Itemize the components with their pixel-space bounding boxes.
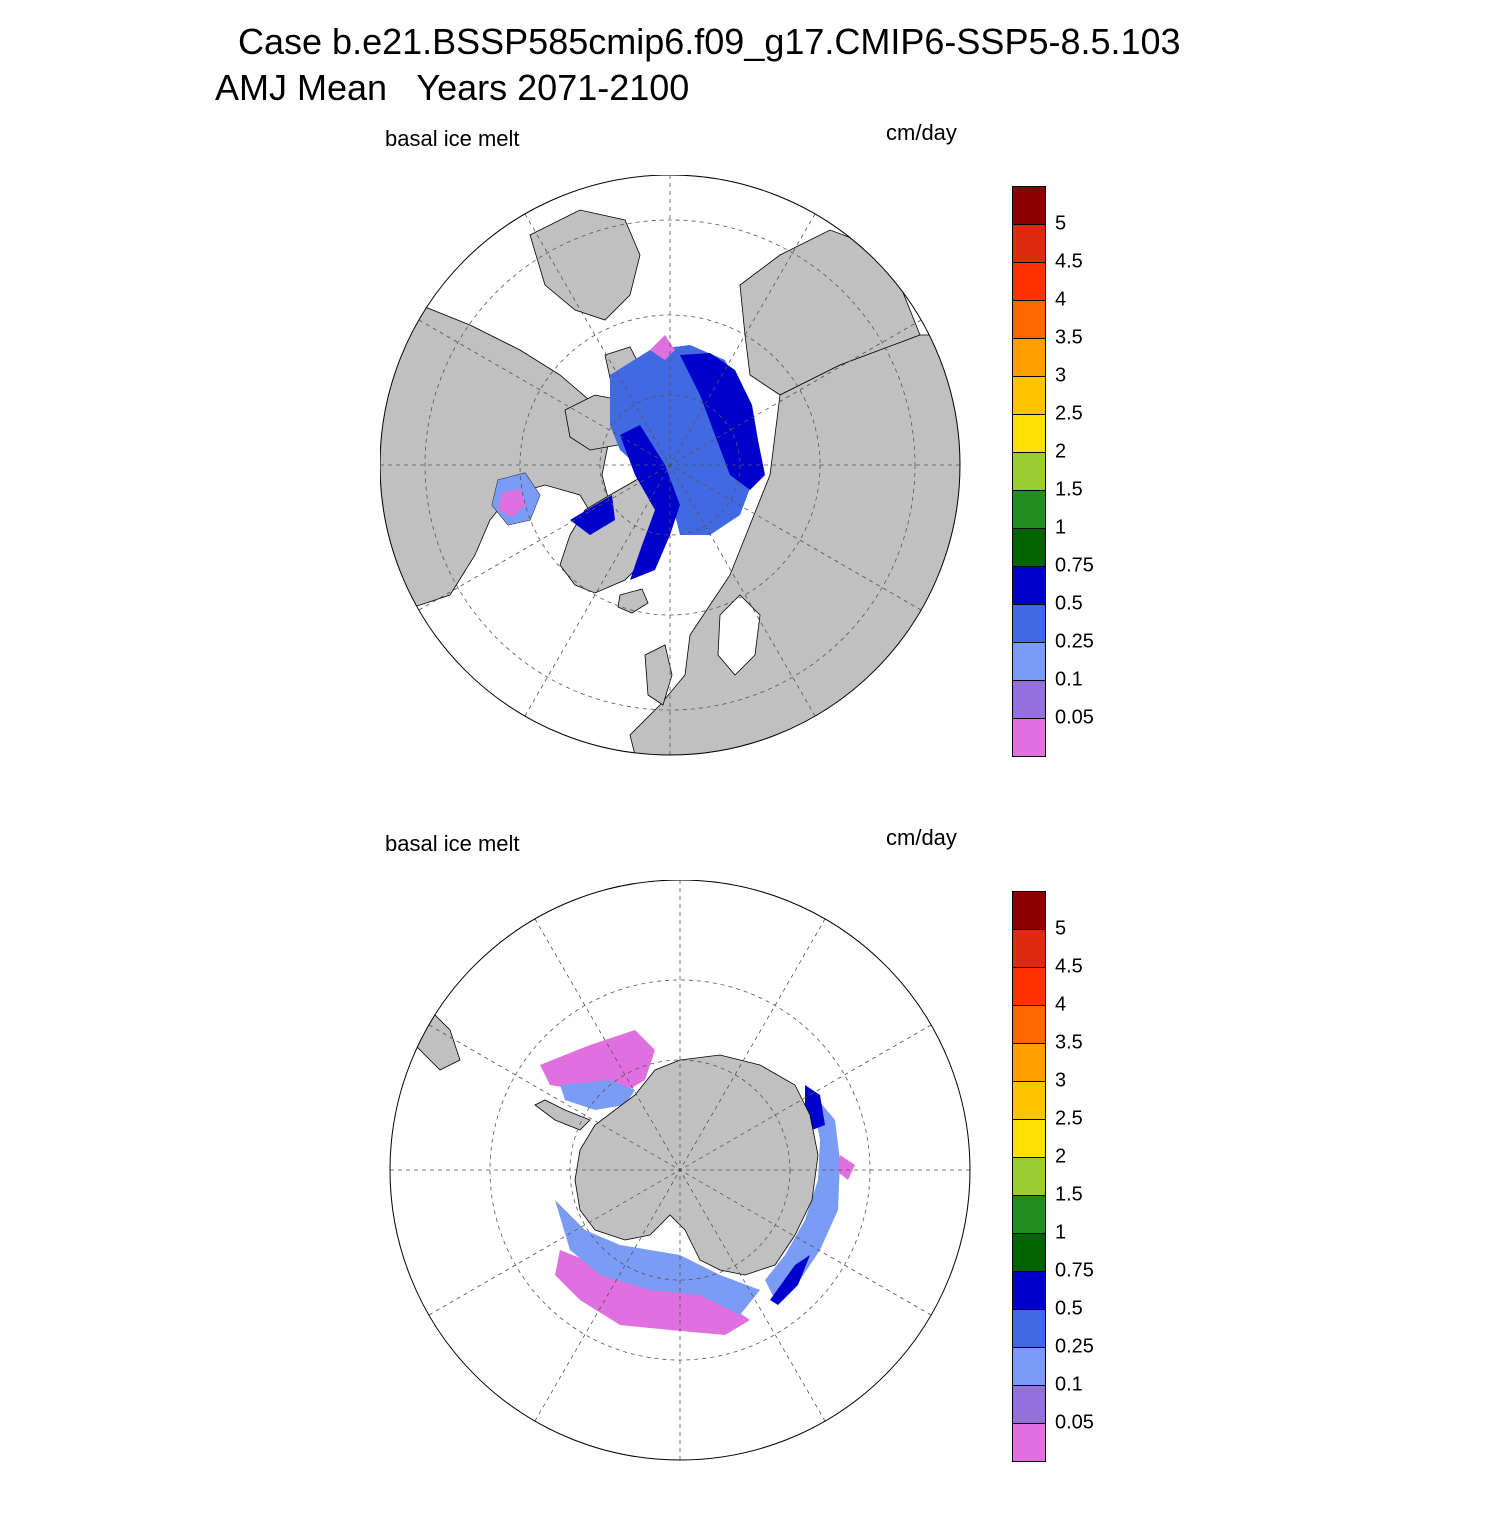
colorbar-tick-label: 0.1 bbox=[1055, 1373, 1083, 1396]
colorbar-swatch bbox=[1012, 1309, 1046, 1348]
melt-0.5-0.75-west bbox=[620, 425, 680, 580]
colorbar-tick-label: 2 bbox=[1055, 440, 1067, 463]
land-iceland bbox=[617, 588, 649, 614]
graticule bbox=[390, 880, 970, 1460]
colorbar-tick-label: 0.05 bbox=[1055, 706, 1094, 729]
colorbar-tick-label: 1 bbox=[1055, 516, 1067, 539]
melt-0.5-east bbox=[770, 1255, 810, 1305]
colorbar-swatch bbox=[1012, 338, 1046, 377]
map-boundary bbox=[389, 880, 971, 1461]
melt-0.05-weddell bbox=[540, 1030, 655, 1095]
figure-title: Case b.e21.BSSP585cmip6.f09_g17.CMIP6-SS… bbox=[238, 21, 1181, 62]
colorbar-tick-label: 0.25 bbox=[1055, 1335, 1094, 1358]
colorbar-tick-label: 0.25 bbox=[1055, 630, 1094, 653]
melt-0.5-0.75-baffin bbox=[570, 495, 615, 535]
colorbar-tick-label: 0.75 bbox=[1055, 1259, 1094, 1282]
colorbar-swatch bbox=[1012, 186, 1046, 225]
colorbar-swatch bbox=[1012, 452, 1046, 491]
colorbar-tick-label: 1.5 bbox=[1055, 1183, 1083, 1206]
variable-label: basal ice melt bbox=[385, 126, 520, 151]
colorbar-tick-label: 5 bbox=[1055, 212, 1067, 235]
colorbar-swatch bbox=[1012, 1271, 1046, 1310]
colorbar-tick-label: 0.5 bbox=[1055, 592, 1083, 615]
colorbar-swatch bbox=[1012, 967, 1046, 1006]
colorbar-tick-label: 2 bbox=[1055, 1145, 1067, 1168]
land-antarctic-peninsula bbox=[534, 1099, 591, 1131]
melt-0.05-east-edge bbox=[838, 1155, 855, 1180]
melt-0.5-0.75-east bbox=[680, 353, 765, 490]
colorbar-swatch bbox=[1012, 1081, 1046, 1120]
colorbar-tick-label: 4.5 bbox=[1055, 955, 1083, 978]
colorbar-tick-label: 5 bbox=[1055, 917, 1067, 940]
melt-0.05-bering bbox=[650, 335, 675, 360]
colorbar-swatch bbox=[1012, 891, 1046, 930]
colorbar: 0.05 0.1 0.25 0.5 0.75 1 1.5 2 2.5 3 3.5 4 4.5 5 bbox=[1010, 891, 1130, 1463]
colorbar-tick-label: 3 bbox=[1055, 1069, 1067, 1092]
colorbar-tick-label: 2.5 bbox=[1055, 402, 1083, 425]
colorbar-swatch bbox=[1012, 262, 1046, 301]
colorbar: 0.05 0.1 0.25 0.5 0.75 1 1.5 2 2.5 3 3.5 4 4.5 5 bbox=[1010, 186, 1130, 758]
melt-0.05-hudson bbox=[498, 489, 526, 517]
colorbar-swatch bbox=[1012, 1195, 1046, 1234]
units-label: cm/day bbox=[886, 120, 957, 145]
variable-label: basal ice melt bbox=[385, 831, 520, 856]
map-boundary bbox=[380, 175, 961, 756]
colorbar-swatch bbox=[1012, 1005, 1046, 1044]
colorbar-tick-label: 0.75 bbox=[1055, 554, 1094, 577]
colorbar-swatch bbox=[1012, 1347, 1046, 1386]
colorbar-tick-label: 0.5 bbox=[1055, 1297, 1083, 1320]
colorbar-swatch bbox=[1012, 1233, 1046, 1272]
north-polar-map bbox=[380, 175, 961, 756]
colorbar-swatch bbox=[1012, 490, 1046, 529]
colorbar-swatch bbox=[1012, 680, 1046, 719]
colorbar-swatch bbox=[1012, 642, 1046, 681]
colorbar-tick-label: 3.5 bbox=[1055, 326, 1083, 349]
land-scandinavia-gap bbox=[717, 594, 761, 676]
figure-subtitle: AMJ Mean Years 2071-2100 bbox=[215, 67, 690, 108]
colorbar-tick-label: 4 bbox=[1055, 288, 1067, 311]
colorbar-tick-label: 4 bbox=[1055, 993, 1067, 1016]
land-antarctica bbox=[574, 1054, 819, 1276]
land-alaska bbox=[529, 209, 641, 321]
colorbar-swatch bbox=[1012, 1043, 1046, 1082]
colorbar-swatch bbox=[1012, 1385, 1046, 1424]
colorbar-swatch bbox=[1012, 718, 1046, 757]
melt-0.1-0.25-weddell bbox=[560, 1080, 635, 1110]
melt-0.25-ross-edge bbox=[555, 1200, 760, 1315]
colorbar-tick-label: 1.5 bbox=[1055, 478, 1083, 501]
colorbar-swatch bbox=[1012, 1423, 1046, 1462]
south-polar-panel: basal ice melt cm/day bbox=[0, 815, 1500, 1515]
colorbar-swatch bbox=[1012, 604, 1046, 643]
colorbar-swatch bbox=[1012, 224, 1046, 263]
colorbar-swatch bbox=[1012, 376, 1046, 415]
north-polar-panel: basal ice melt cm/day bbox=[0, 110, 1500, 810]
colorbar-tick-label: 1 bbox=[1055, 1221, 1067, 1244]
land-britain bbox=[644, 644, 673, 706]
colorbar-tick-label: 2.5 bbox=[1055, 1107, 1083, 1130]
colorbar-tick-label: 4.5 bbox=[1055, 250, 1083, 273]
colorbar-swatch bbox=[1012, 1157, 1046, 1196]
south-polar-map bbox=[389, 880, 971, 1461]
melt-0.25-east-ring bbox=[765, 1090, 840, 1300]
colorbar-swatch bbox=[1012, 528, 1046, 567]
colorbar-swatch bbox=[1012, 414, 1046, 453]
colorbar-tick-label: 0.05 bbox=[1055, 1411, 1094, 1434]
colorbar-swatch bbox=[1012, 1119, 1046, 1158]
graticule bbox=[380, 175, 960, 755]
colorbar-swatch bbox=[1012, 566, 1046, 605]
colorbar-tick-label: 3.5 bbox=[1055, 1031, 1083, 1054]
units-label: cm/day bbox=[886, 825, 957, 850]
colorbar-swatch bbox=[1012, 300, 1046, 339]
colorbar-tick-label: 3 bbox=[1055, 364, 1067, 387]
colorbar-tick-label: 0.1 bbox=[1055, 668, 1083, 691]
colorbar-swatch bbox=[1012, 929, 1046, 968]
